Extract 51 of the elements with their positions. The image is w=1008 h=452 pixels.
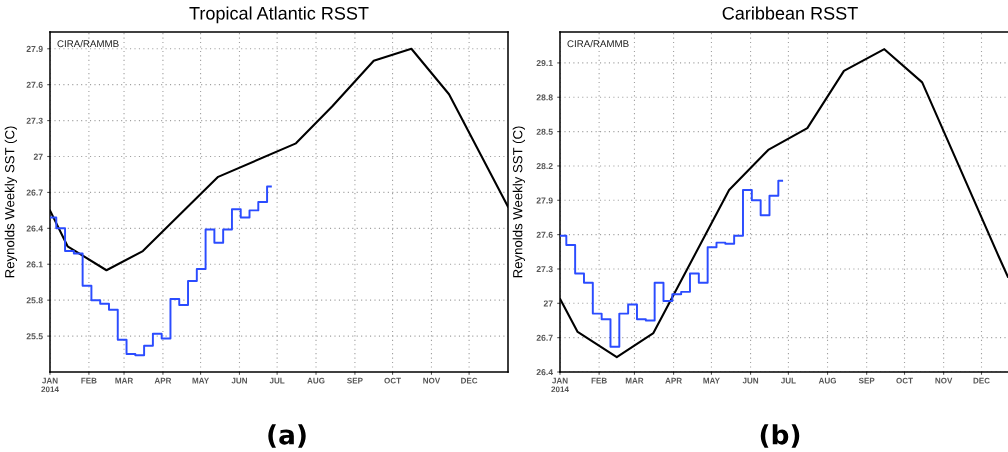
annotation: CIRA/RAMMB [567, 40, 629, 48]
chart-title: Tropical Atlantic RSST [189, 6, 369, 24]
y-tick-label: 29.1 [536, 60, 553, 67]
x-tick-label: JUN [231, 377, 247, 384]
y-tick-label: 26.4 [26, 225, 44, 232]
x-tick-label: OCT [896, 377, 913, 384]
y-tick-label: 27.3 [536, 266, 553, 273]
y-axis-title: Reynolds Weekly SST (C) [4, 126, 17, 278]
y-tick-label: 26.1 [26, 261, 43, 268]
x-tick-label: JAN 2014 [41, 377, 59, 393]
x-tick-label: MAY [192, 377, 210, 384]
x-tick-label: FEB [81, 377, 97, 384]
y-tick-label: 27 [543, 300, 553, 307]
y-tick-label: 25.8 [26, 297, 43, 304]
y-tick-label: 27.6 [536, 231, 553, 238]
x-tick-label: DEC [461, 377, 478, 384]
y-tick-label: 28.2 [536, 163, 553, 170]
x-tick-label: MAR [115, 377, 134, 384]
x-tick-label: FEB [591, 377, 607, 384]
x-tick-label: DEC [973, 377, 990, 384]
y-tick-label: 27.3 [26, 117, 43, 124]
x-tick-label: AUG [307, 377, 325, 384]
y-tick-label: 27.6 [26, 81, 43, 88]
text: (a) [268, 424, 306, 448]
y-tick-label: 28.8 [536, 94, 553, 101]
x-tick-label: SEP [347, 377, 363, 384]
x-tick-label: APR [154, 377, 172, 384]
y-axis-title: Reynolds Weekly SST (C) [512, 126, 525, 278]
x-tick-label: JUL [269, 377, 285, 384]
x-tick-label: AUG [818, 377, 836, 384]
x-tick-label: JAN 2014 [551, 377, 569, 393]
x-tick-label: JUN [742, 377, 759, 384]
x-tick-label: OCT [384, 377, 401, 384]
y-tick-label: 26.7 [26, 189, 43, 196]
x-tick-label: NOV [423, 377, 441, 384]
text: (b) [760, 424, 800, 448]
y-tick-label: 26.4 [536, 369, 554, 376]
x-tick-label: MAY [703, 377, 720, 384]
x-tick-label: APR [665, 377, 682, 384]
y-tick-label: 26.7 [536, 334, 553, 341]
y-tick-label: 27.9 [536, 197, 553, 204]
y-tick-label: 28.5 [536, 128, 553, 135]
x-tick-label: NOV [935, 377, 953, 384]
x-tick-label: JUL [780, 377, 796, 384]
y-tick-label: 27.9 [26, 45, 43, 52]
y-tick-label: 25.5 [26, 333, 43, 340]
x-tick-label: SEP [858, 377, 875, 384]
chart-title: Caribbean RSST [722, 6, 858, 20]
annotation: CIRA/RAMMB [57, 40, 119, 48]
x-tick-label: MAR [625, 377, 644, 384]
y-tick-label: 27 [33, 153, 43, 160]
